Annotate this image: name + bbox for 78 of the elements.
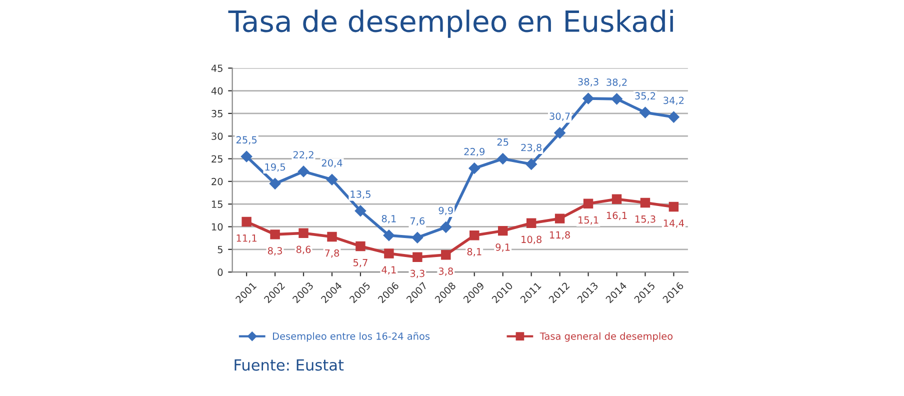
point [668, 111, 680, 123]
point [383, 230, 395, 241]
data-label: 8,1 [382, 214, 396, 224]
data-label: 19,5 [265, 163, 286, 172]
data-label: 25,5 [236, 136, 257, 144]
legend-label: Desempleo entre los 16-24 años [273, 332, 430, 342]
point [384, 248, 394, 258]
data-label: 9,1 [496, 243, 510, 252]
data-label: 4,1 [382, 266, 396, 274]
point [497, 153, 508, 164]
data-label: 8,3 [268, 247, 282, 256]
point [269, 178, 281, 190]
data-label: 3,8 [438, 268, 453, 276]
point [440, 222, 452, 233]
y-tick-label: 10 [212, 223, 223, 231]
point [412, 252, 422, 262]
y-tick-label: 30 [212, 132, 223, 140]
data-label: 38,2 [606, 78, 627, 87]
point [554, 127, 566, 139]
point [327, 232, 337, 242]
y-tick-label: 45 [211, 64, 222, 72]
data-label: 25 [497, 138, 508, 146]
point [526, 158, 537, 170]
y-tick-label: 0 [218, 268, 223, 276]
y-tick-label: 35 [212, 110, 222, 118]
data-label: 35,2 [635, 92, 656, 101]
y-tick-label: 25 [212, 155, 222, 163]
point [441, 250, 451, 260]
point [668, 202, 679, 212]
point [612, 194, 622, 204]
data-label: 13,5 [350, 190, 370, 199]
data-label: 7,6 [410, 217, 425, 226]
y-tick-label: 5 [218, 246, 222, 254]
point [270, 230, 280, 240]
data-label: 3,3 [410, 270, 424, 278]
point [468, 162, 480, 174]
data-label: 5,7 [353, 259, 368, 268]
data-label: 7,8 [325, 249, 340, 258]
point [498, 226, 508, 236]
y-tick-label: 15 [212, 200, 222, 208]
data-label: 9,9 [438, 206, 453, 216]
data-label: 23,8 [521, 144, 542, 152]
data-label: 14,4 [664, 220, 684, 228]
data-label: 15,3 [635, 215, 656, 224]
data-label: 11,8 [550, 231, 570, 240]
data-label: 30,7 [550, 112, 570, 121]
point [412, 232, 424, 244]
data-label: 22,9 [464, 148, 485, 156]
point [526, 218, 536, 228]
data-label: 16,1 [607, 212, 627, 220]
point [242, 216, 252, 227]
point [640, 106, 651, 118]
data-label: 15,1 [578, 216, 598, 225]
data-label: 11,1 [236, 234, 256, 243]
chart-title: Tasa de desempleo en Euskadi [228, 10, 673, 38]
data-label: 10,8 [522, 236, 542, 244]
y-tick-label: 20 [212, 178, 223, 186]
point [354, 205, 366, 216]
legend-label: Tasa general de desempleo [540, 332, 673, 342]
data-label: 34,2 [664, 96, 684, 106]
y-tick-label: 40 [211, 87, 223, 95]
point [582, 92, 594, 104]
point [356, 241, 366, 252]
data-label: 20,4 [322, 159, 342, 168]
data-label: 22,2 [293, 151, 314, 160]
data-label: 8,1 [467, 248, 482, 256]
source-note: Fuente: Eustat [234, 359, 344, 371]
point [611, 93, 622, 105]
data-label: 38,3 [578, 78, 598, 86]
point [326, 174, 338, 186]
point [470, 230, 480, 240]
point [640, 198, 650, 208]
point [583, 198, 594, 208]
point [554, 214, 565, 224]
point [298, 228, 308, 238]
point [240, 150, 252, 162]
data-label: 8,6 [296, 246, 311, 254]
point [298, 166, 310, 178]
